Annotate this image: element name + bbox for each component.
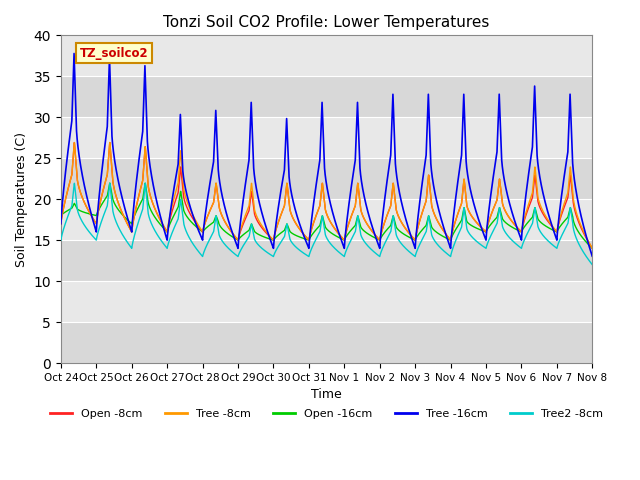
Bar: [61, 76, 592, 117]
Bar: [61, 281, 592, 322]
X-axis label: Time: Time: [311, 388, 342, 401]
Title: Tonzi Soil CO2 Profile: Lower Temperatures: Tonzi Soil CO2 Profile: Lower Temperatur…: [163, 15, 490, 30]
Bar: [61, 36, 592, 76]
Bar: [61, 117, 592, 158]
Bar: [61, 158, 592, 199]
Text: TZ_soilco2: TZ_soilco2: [79, 47, 148, 60]
Y-axis label: Soil Temperatures (C): Soil Temperatures (C): [15, 132, 28, 267]
Bar: [61, 199, 592, 240]
Bar: [61, 240, 592, 281]
Bar: [61, 322, 592, 363]
Legend: Open -8cm, Tree -8cm, Open -16cm, Tree -16cm, Tree2 -8cm: Open -8cm, Tree -8cm, Open -16cm, Tree -…: [46, 404, 607, 423]
